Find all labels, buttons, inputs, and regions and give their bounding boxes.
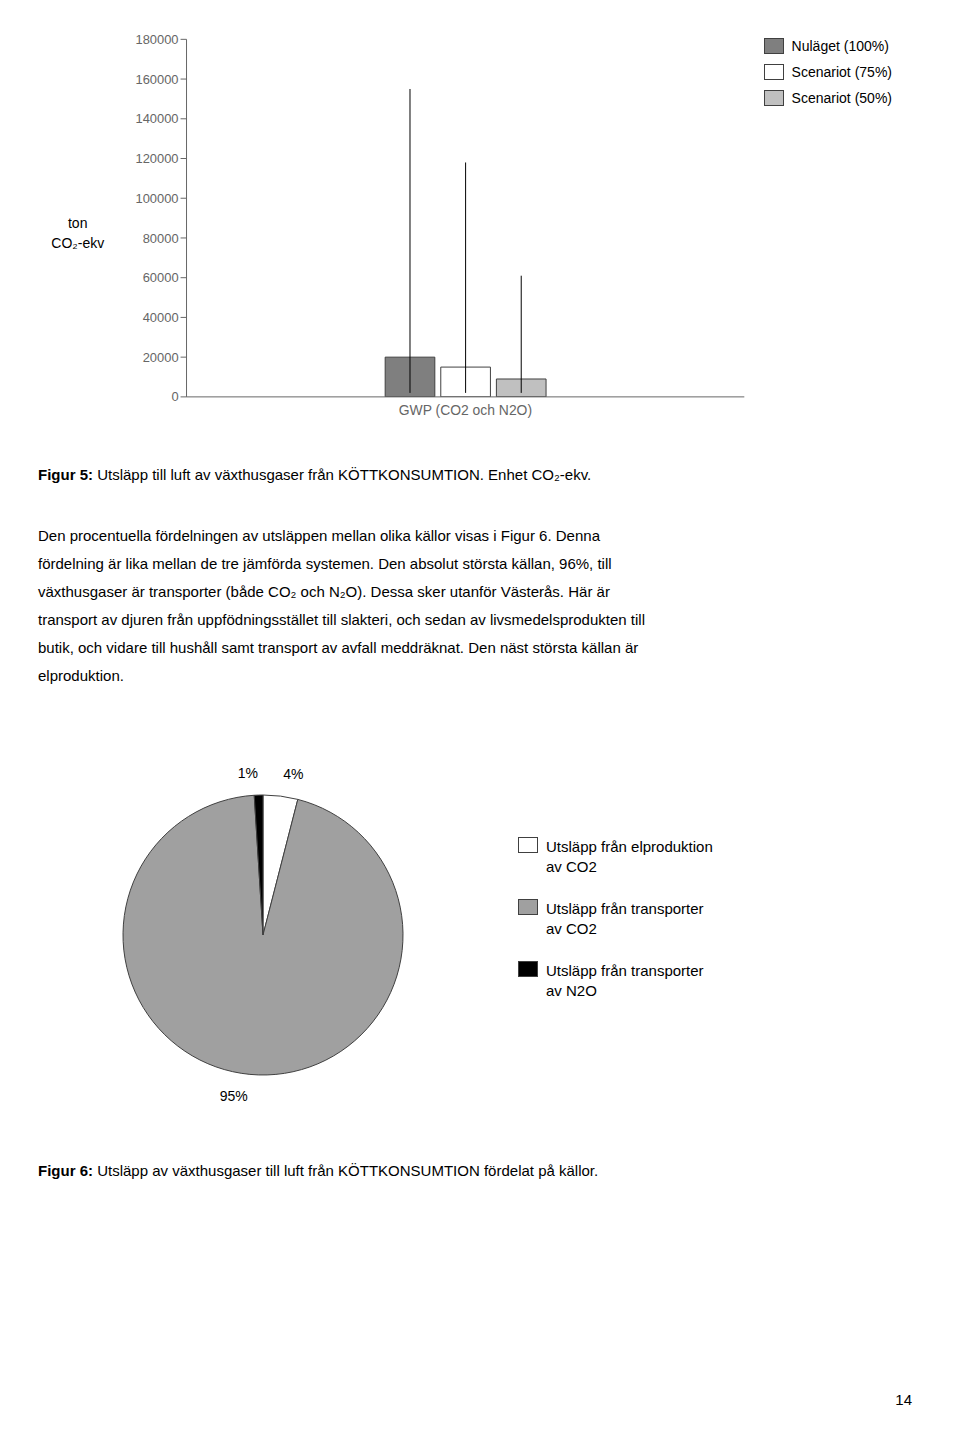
svg-text:40000: 40000 — [143, 310, 179, 325]
svg-text:0: 0 — [172, 389, 179, 404]
html-text:14: 14 — [895, 1391, 912, 1408]
html-text:elproduktion.: elproduktion. — [38, 667, 124, 684]
html-text:butik, och vidare till hushåll: butik, och vidare till hushåll samt tran… — [38, 639, 639, 656]
html-text:Utsläpp från transporter av CO: Utsläpp från transporter av CO2 — [546, 900, 704, 937]
html-text:växthusgaser är transporter (b: växthusgaser är transporter (både CO₂ oc… — [38, 583, 610, 600]
svg-text:1%: 1% — [238, 765, 258, 781]
svg-text:GWP (CO2 och N2O): GWP (CO2 och N2O) — [399, 402, 532, 418]
svg-text:120000: 120000 — [136, 151, 179, 166]
svg-text:20000: 20000 — [143, 350, 179, 365]
html-text:transport av djuren från uppfö: transport av djuren från uppfödningsstäl… — [38, 611, 645, 628]
svg-text:100000: 100000 — [136, 191, 179, 206]
html-text:Figur 6: Utsläpp av växthusgas: Figur 6: Utsläpp av växthusgaser till lu… — [38, 1162, 599, 1179]
html-text:Utsläpp från transporter av N2: Utsläpp från transporter av N2O — [546, 962, 704, 999]
html-text:ton: ton — [68, 215, 88, 231]
html-text:Figur 5: Utsläpp till luft av: Figur 5: Utsläpp till luft av växthusgas… — [38, 466, 592, 483]
html-text:CO₂-ekv: CO₂-ekv — [51, 235, 105, 251]
html-text:Scenariot (75%): Scenariot (75%) — [791, 64, 892, 80]
html-text:fördelning är lika mellan de t: fördelning är lika mellan de tre jämförd… — [38, 555, 612, 572]
html-text:Den procentuella fördelningen: Den procentuella fördelningen av utsläpp… — [38, 527, 600, 544]
html-text:Utsläpp från elproduktion av C: Utsläpp från elproduktion av CO2 — [546, 838, 713, 875]
svg-text:140000: 140000 — [136, 111, 179, 126]
svg-text:80000: 80000 — [143, 231, 179, 246]
svg-text:160000: 160000 — [136, 72, 179, 87]
html-text:Nuläget (100%): Nuläget (100%) — [791, 38, 889, 54]
svg-text:4%: 4% — [283, 766, 303, 782]
svg-text:95%: 95% — [220, 1088, 248, 1104]
html-text:Scenariot (50%): Scenariot (50%) — [791, 90, 892, 106]
svg-text:180000: 180000 — [136, 32, 179, 47]
svg-text:60000: 60000 — [143, 270, 179, 285]
